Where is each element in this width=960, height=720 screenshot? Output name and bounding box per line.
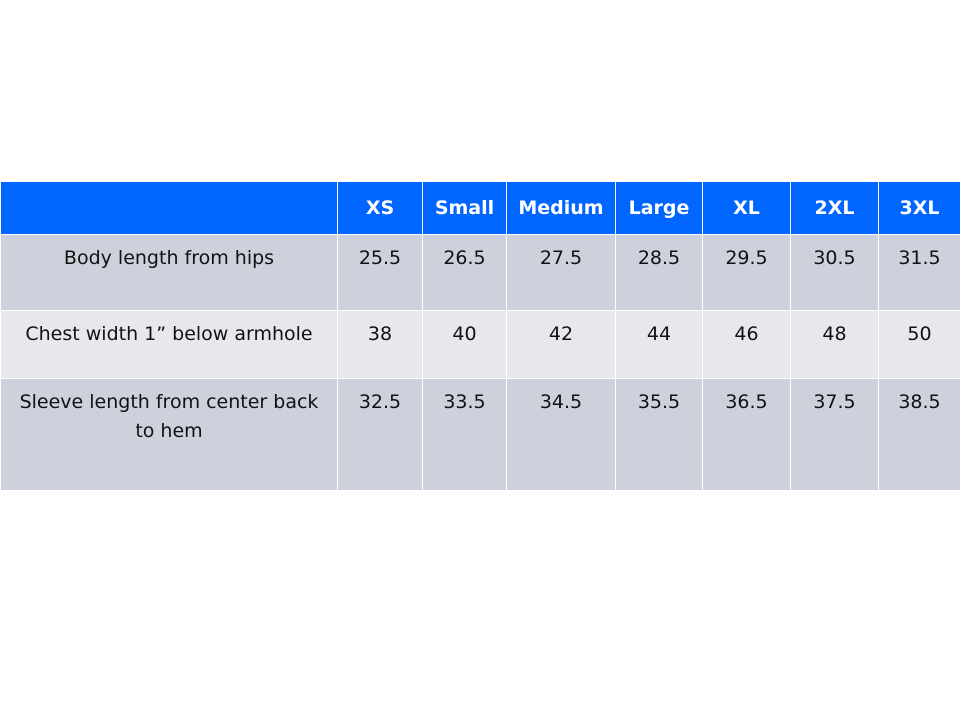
- row-label: Chest width 1” below armhole: [0, 310, 338, 379]
- measurement-cell: 35.5: [615, 378, 703, 491]
- measurement-cell: 38: [337, 310, 423, 379]
- table-row: Chest width 1” below armhole 38 40 42 44 46 48…: [0, 310, 960, 379]
- measurement-cell: 38.5: [878, 378, 960, 491]
- row-label: Sleeve length from center back to hem: [0, 378, 338, 491]
- measurement-cell: 40: [422, 310, 507, 379]
- header-cell-empty: [0, 181, 338, 235]
- header-cell-large: Large: [615, 181, 703, 235]
- measurement-cell: 34.5: [506, 378, 616, 491]
- measurement-cell: 46: [702, 310, 791, 379]
- measurement-cell: 26.5: [422, 234, 507, 311]
- measurement-cell: 36.5: [702, 378, 791, 491]
- measurement-cell: 33.5: [422, 378, 507, 491]
- measurement-cell: 37.5: [790, 378, 879, 491]
- measurement-cell: 28.5: [615, 234, 703, 311]
- header-cell-medium: Medium: [506, 181, 616, 235]
- header-cell-3xl: 3XL: [878, 181, 960, 235]
- measurement-cell: 27.5: [506, 234, 616, 311]
- measurement-cell: 25.5: [337, 234, 423, 311]
- measurement-cell: 29.5: [702, 234, 791, 311]
- header-cell-xs: XS: [337, 181, 423, 235]
- header-cell-small: Small: [422, 181, 507, 235]
- table-row: Sleeve length from center back to hem 32.…: [0, 378, 960, 491]
- row-label: Body length from hips: [0, 234, 338, 311]
- header-cell-xl: XL: [702, 181, 791, 235]
- header-row: XS Small Medium Large XL 2XL 3XL: [0, 181, 960, 235]
- measurement-cell: 42: [506, 310, 616, 379]
- measurement-cell: 50: [878, 310, 960, 379]
- measurement-cell: 30.5: [790, 234, 879, 311]
- measurement-cell: 32.5: [337, 378, 423, 491]
- size-chart-table: XS Small Medium Large XL 2XL 3XL Body le…: [0, 181, 960, 491]
- header-cell-2xl: 2XL: [790, 181, 879, 235]
- measurement-cell: 31.5: [878, 234, 960, 311]
- measurement-cell: 48: [790, 310, 879, 379]
- table-row: Body length from hips 25.5 26.5 27.5 28.5 29.…: [0, 234, 960, 311]
- measurement-cell: 44: [615, 310, 703, 379]
